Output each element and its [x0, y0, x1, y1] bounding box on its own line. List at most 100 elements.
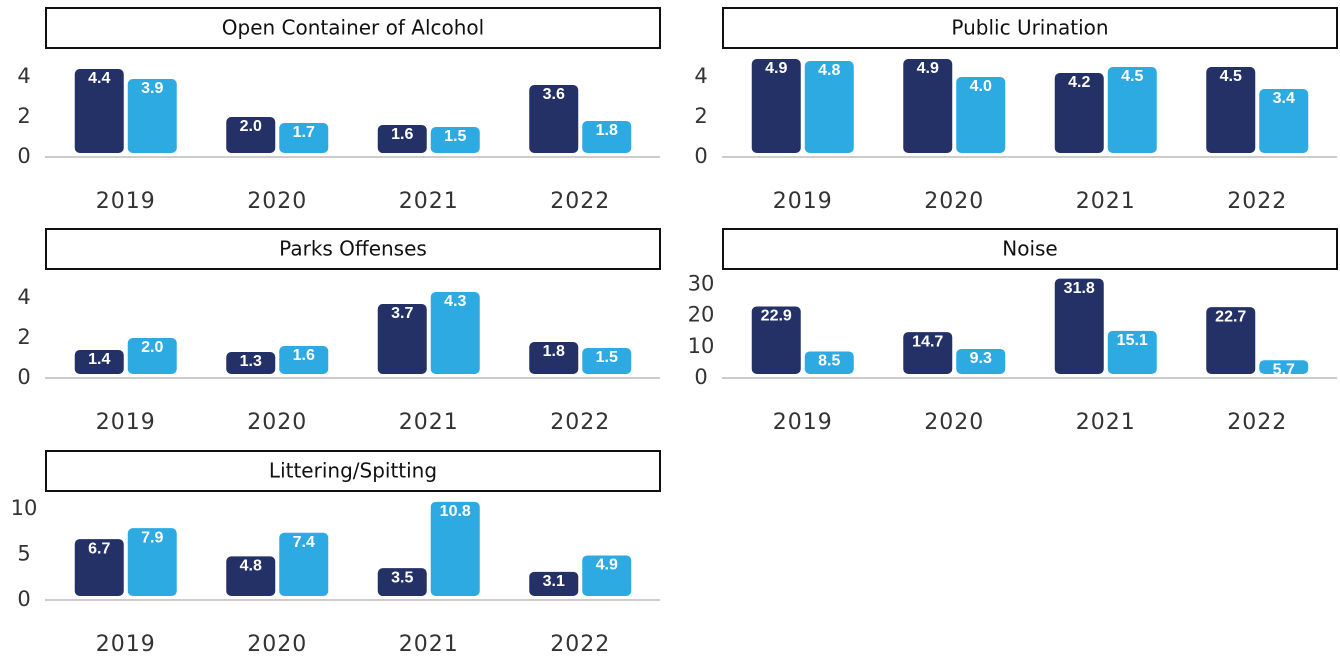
- y-tick-label: 5: [17, 542, 30, 566]
- value-label: 7.4: [293, 534, 315, 551]
- bar: [529, 342, 579, 374]
- bar: [430, 127, 480, 153]
- value-label: 22.9: [761, 308, 792, 325]
- value-label: 2.0: [141, 339, 163, 356]
- chart-title: Littering/Spitting: [269, 459, 437, 483]
- x-tick-label: 2019: [96, 410, 156, 435]
- x-tick-label: 2021: [1076, 410, 1136, 435]
- value-label: 1.4: [88, 351, 110, 368]
- value-label: 1.6: [293, 347, 315, 364]
- bar: [582, 555, 632, 596]
- y-tick-label: 2: [694, 104, 707, 128]
- value-label: 3.1: [543, 573, 565, 590]
- y-tick-label: 0: [17, 144, 30, 168]
- x-tick-label: 2022: [550, 189, 610, 214]
- value-label: 1.8: [596, 122, 618, 139]
- bar: [751, 306, 801, 374]
- value-label: 14.7: [912, 333, 943, 350]
- value-label: 3.6: [543, 86, 565, 103]
- bar: [430, 292, 480, 374]
- value-label: 3.4: [1273, 90, 1295, 107]
- bar: [127, 528, 177, 596]
- y-tick-label: 10: [11, 496, 38, 520]
- bar: [127, 79, 177, 153]
- bar: [804, 351, 854, 374]
- bar: [529, 85, 579, 153]
- value-label: 9.3: [970, 350, 992, 367]
- bar: [956, 348, 1006, 374]
- bar: [582, 121, 632, 153]
- bar: [377, 568, 427, 596]
- y-tick-label: 0: [17, 365, 30, 389]
- chart-title: Public Urination: [951, 16, 1108, 40]
- bar: [582, 348, 632, 374]
- title-box: [45, 228, 661, 270]
- value-label: 1.5: [596, 349, 618, 366]
- x-tick-label: 2022: [1227, 189, 1287, 214]
- x-tick-label: 2020: [924, 410, 984, 435]
- value-label: 1.5: [444, 128, 466, 145]
- y-tick-label: 30: [688, 271, 715, 295]
- value-label: 4.8: [818, 62, 840, 79]
- bar: [956, 77, 1006, 153]
- x-tick-label: 2019: [96, 632, 156, 656]
- value-label: 4.9: [917, 60, 939, 77]
- bar: [903, 332, 953, 374]
- value-label: 3.7: [391, 305, 413, 322]
- bar: [1054, 278, 1104, 374]
- value-label: 4.8: [240, 558, 262, 575]
- y-tick-label: 4: [694, 64, 707, 88]
- bar: [430, 501, 480, 596]
- bar: [74, 539, 124, 596]
- value-label: 1.7: [293, 124, 315, 141]
- value-label: 4.9: [596, 557, 618, 574]
- y-tick-label: 2: [17, 104, 30, 128]
- bar: [279, 532, 329, 596]
- value-label: 1.8: [543, 343, 565, 360]
- bar: [377, 304, 427, 374]
- value-label: 1.6: [391, 126, 413, 143]
- bar: [377, 125, 427, 153]
- y-tick-label: 2: [17, 325, 30, 349]
- bar: [1259, 360, 1309, 374]
- bar: [529, 571, 579, 596]
- chart-title: Open Container of Alcohol: [222, 16, 484, 40]
- value-label: 31.8: [1064, 280, 1095, 297]
- value-label: 4.5: [1220, 68, 1242, 85]
- x-tick-label: 2022: [1227, 410, 1287, 435]
- y-tick-label: 20: [688, 303, 715, 327]
- x-tick-label: 2019: [96, 189, 156, 214]
- value-label: 4.4: [88, 70, 110, 87]
- chart-title: Noise: [1002, 237, 1057, 261]
- bar: [1206, 67, 1256, 153]
- bar: [74, 69, 124, 153]
- x-tick-label: 2021: [1076, 189, 1136, 214]
- value-label: 6.7: [88, 540, 110, 557]
- title-box: [45, 7, 661, 49]
- bar: [226, 117, 276, 153]
- y-tick-label: 10: [688, 334, 715, 358]
- y-tick-label: 4: [17, 64, 30, 88]
- x-tick-label: 2019: [773, 410, 833, 435]
- bar: [1259, 89, 1309, 153]
- value-label: 2.0: [240, 118, 262, 135]
- value-label: 3.5: [391, 569, 413, 586]
- x-tick-label: 2021: [399, 189, 459, 214]
- bar: [226, 352, 276, 374]
- bar: [279, 123, 329, 153]
- x-tick-label: 2020: [247, 189, 307, 214]
- value-label: 22.7: [1215, 308, 1246, 325]
- title-box: [45, 450, 661, 492]
- bar: [751, 59, 801, 153]
- value-label: 1.3: [240, 353, 262, 370]
- bar: [226, 556, 276, 596]
- bar: [74, 350, 124, 374]
- value-label: 8.5: [818, 353, 840, 370]
- x-tick-label: 2021: [399, 410, 459, 435]
- y-tick-label: 0: [694, 365, 707, 389]
- value-label: 5.7: [1273, 361, 1295, 378]
- value-label: 3.9: [141, 80, 163, 97]
- value-label: 4.2: [1068, 74, 1090, 91]
- title-box: [722, 7, 1338, 49]
